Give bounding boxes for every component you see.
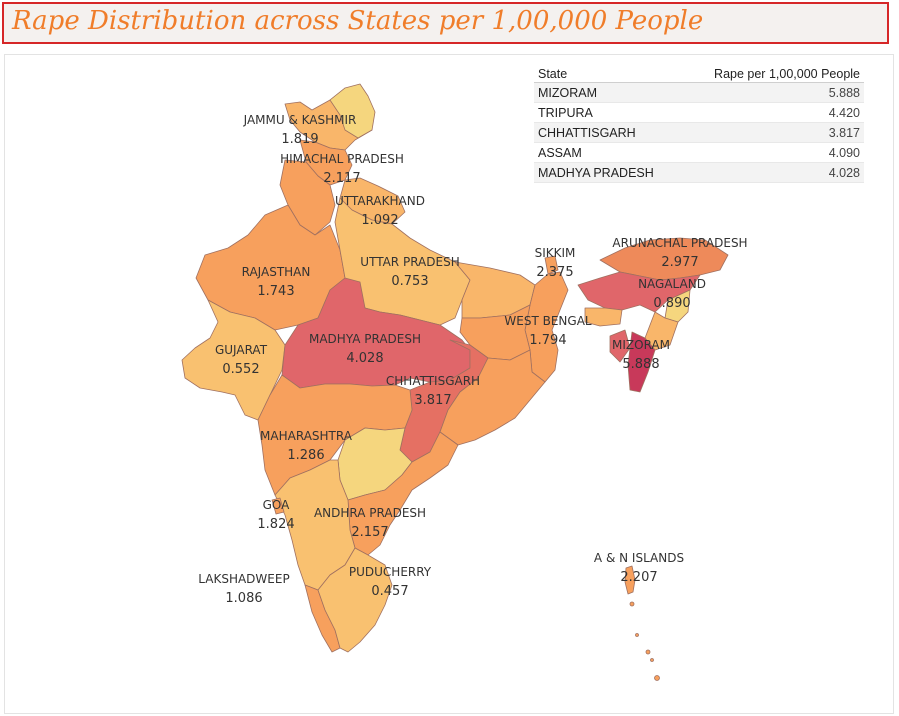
label-maharashtra: MAHARASHTRA 1.286	[260, 429, 352, 463]
table-row[interactable]: TRIPURA 4.420	[534, 102, 864, 123]
cell-value: 5.888	[681, 82, 864, 103]
label-chhattisgarh: CHHATTISGARH 3.817	[385, 374, 481, 408]
table-row[interactable]: MIZORAM 5.888	[534, 82, 864, 103]
table-header-row: State Rape per 1,00,000 People	[534, 66, 864, 83]
region-ladakh[interactable]	[329, 83, 376, 139]
state-rate-table: State Rape per 1,00,000 People MIZORAM 5…	[534, 66, 864, 183]
island-an-2	[635, 633, 639, 637]
title-bar: Rape Distribution across States per 1,00…	[2, 2, 889, 44]
cell-state: TRIPURA	[534, 102, 682, 123]
region-andhra-pradesh[interactable]	[347, 431, 459, 556]
cell-value: 3.817	[681, 122, 864, 143]
label-arunachal-pradesh: ARUNACHAL PRADESH 2.977	[612, 236, 748, 270]
label-west-bengal: WEST BENGAL 1.794	[504, 314, 592, 348]
cell-state: MIZORAM	[534, 82, 682, 103]
label-andhra-pradesh: ANDHRA PRADESH 2.157	[313, 506, 427, 540]
page-title: Rape Distribution across States per 1,00…	[12, 6, 704, 36]
label-himachal-pradesh: HIMACHAL PRADESH 2.117	[280, 152, 404, 186]
region-andaman-nicobar[interactable]	[624, 565, 636, 595]
cell-state: ASSAM	[534, 142, 682, 163]
region-gujarat[interactable]	[181, 299, 286, 421]
island-an-4	[650, 658, 654, 662]
region-goa[interactable]	[271, 497, 285, 515]
table-row[interactable]: CHHATTISGARH 3.817	[534, 122, 864, 143]
label-madhya-pradesh: MADHYA PRADESH 4.028	[308, 332, 422, 366]
region-tripura[interactable]	[609, 329, 631, 363]
cell-value: 4.090	[681, 142, 864, 163]
region-tamil-nadu[interactable]	[317, 547, 393, 653]
cell-value: 4.420	[681, 102, 864, 123]
label-nagaland: NAGALAND 0.890	[638, 277, 706, 311]
label-rajasthan: RAJASTHAN 1.743	[241, 265, 311, 299]
label-uttarakhand: UTTARAKHAND 1.092	[335, 194, 425, 228]
label-gujarat: GUJARAT 0.552	[214, 343, 268, 377]
label-sikkim: SIKKIM 2.375	[534, 246, 576, 280]
island-an-1	[629, 601, 635, 607]
column-header-rate[interactable]: Rape per 1,00,000 People	[681, 66, 864, 83]
label-goa: GOA 1.824	[257, 498, 295, 532]
table-row[interactable]: ASSAM 4.090	[534, 142, 864, 163]
region-punjab-haryana[interactable]	[279, 159, 336, 236]
column-header-state[interactable]: State	[534, 66, 682, 83]
region-mizoram[interactable]	[627, 331, 656, 393]
island-an-5	[654, 675, 660, 681]
label-lakshadweep: LAKSHADWEEP 1.086	[198, 572, 290, 606]
region-odisha[interactable]	[439, 349, 546, 446]
label-uttar-pradesh: UTTAR PRADESH 0.753	[360, 255, 460, 289]
label-andaman-nicobar: A & N ISLANDS 2.207	[593, 551, 685, 585]
region-sikkim[interactable]	[544, 255, 559, 275]
region-nagaland[interactable]	[664, 289, 691, 323]
table-row[interactable]: MADHYA PRADESH 4.028	[534, 162, 864, 183]
cell-state: CHHATTISGARH	[534, 122, 682, 143]
label-mizoram: MIZORAM 5.888	[612, 338, 670, 372]
cell-state: MADHYA PRADESH	[534, 162, 682, 183]
cell-value: 4.028	[681, 162, 864, 183]
region-meghalaya[interactable]	[584, 307, 623, 327]
label-puducherry: PUDUCHERRY 0.457	[348, 565, 432, 599]
island-an-3	[645, 649, 651, 655]
label-jammu-kashmir: JAMMU & KASHMIR 1.819	[243, 113, 357, 147]
